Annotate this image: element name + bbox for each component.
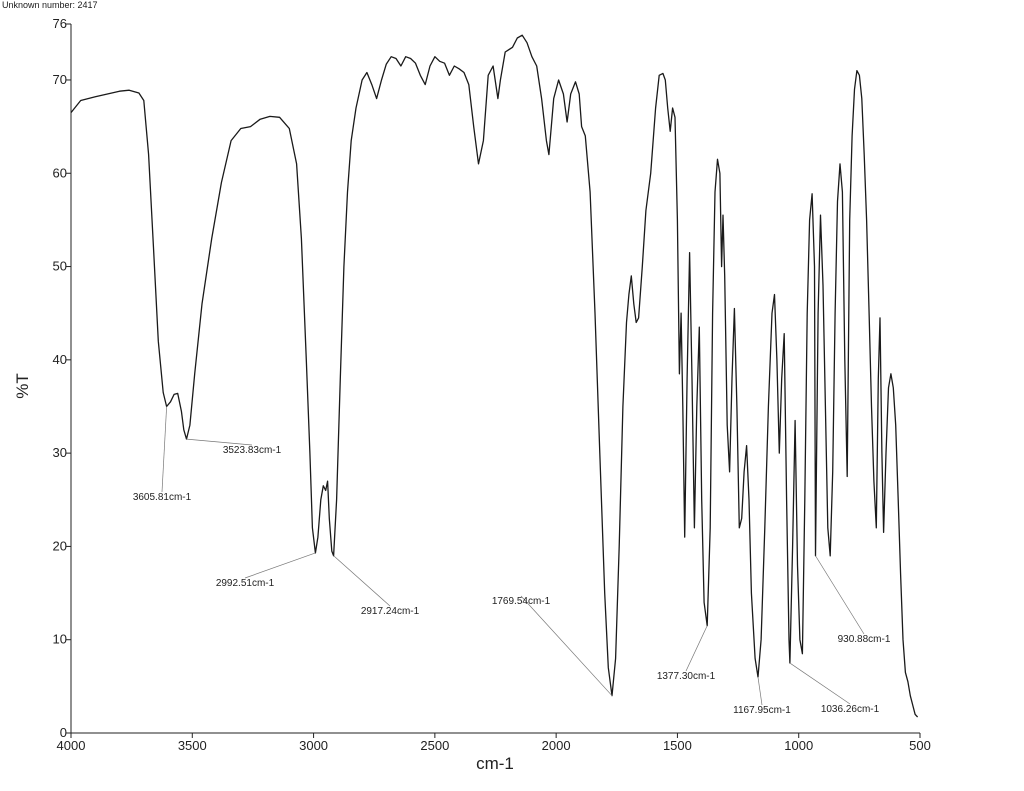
peak-label: 930.88cm-1 <box>838 634 891 645</box>
y-tick-label: 70 <box>53 72 67 87</box>
x-axis-ticks: 4000 3500 3000 2500 2000 1500 1000 500 <box>57 733 931 753</box>
peak-label: 3523.83cm-1 <box>223 445 282 456</box>
spectrum-series <box>70 34 919 718</box>
peak-leader-line <box>685 625 708 672</box>
peak-leader-line <box>244 552 316 579</box>
x-tick-label: 500 <box>909 738 931 753</box>
peak-label: 1036.26cm-1 <box>821 704 880 715</box>
peak-leader-line <box>815 555 865 635</box>
peak-leader-line <box>520 595 613 696</box>
y-tick-label: 50 <box>53 259 67 274</box>
y-axis-ticks: 0 10 20 30 40 50 60 70 76 <box>53 16 71 740</box>
sample-header: Unknown number: 2417 <box>2 0 98 10</box>
chart-axes <box>70 24 920 734</box>
y-tick-label: 20 <box>53 538 67 553</box>
peak-label: 1377.30cm-1 <box>657 671 716 682</box>
x-axis-title: cm-1 <box>476 754 514 773</box>
peak-leader-line <box>186 438 253 446</box>
y-axis-title: %T <box>13 373 32 399</box>
x-tick-label: 2500 <box>420 738 449 753</box>
peak-leader-line <box>333 555 391 607</box>
x-tick-label: 2000 <box>542 738 571 753</box>
peak-label: 1167.95cm-1 <box>733 705 791 716</box>
peak-leader-line <box>161 406 167 493</box>
peak-leader-line <box>757 676 763 706</box>
peak-label: 2917.24cm-1 <box>361 606 420 617</box>
y-tick-label: 30 <box>53 445 67 460</box>
peak-label: 1769.54cm-1 <box>492 596 551 607</box>
x-tick-label: 3500 <box>178 738 207 753</box>
x-tick-label: 1000 <box>784 738 813 753</box>
y-tick-label: 10 <box>53 632 67 647</box>
x-tick-label: 3000 <box>299 738 328 753</box>
x-tick-label: 1500 <box>663 738 692 753</box>
peak-annotations: 3605.81cm-1 3523.83cm-1 2992.51cm-1 2917.24… <box>133 406 891 716</box>
peak-leader-line <box>789 662 851 705</box>
y-tick-label: 0 <box>60 725 67 740</box>
peak-label: 2992.51cm-1 <box>216 578 275 589</box>
y-tick-label: 76 <box>53 16 67 31</box>
peak-label: 3605.81cm-1 <box>133 492 192 503</box>
x-tick-label: 4000 <box>57 738 86 753</box>
y-tick-label: 60 <box>53 165 67 180</box>
spectrum-line <box>70 34 919 718</box>
y-tick-label: 40 <box>53 352 67 367</box>
